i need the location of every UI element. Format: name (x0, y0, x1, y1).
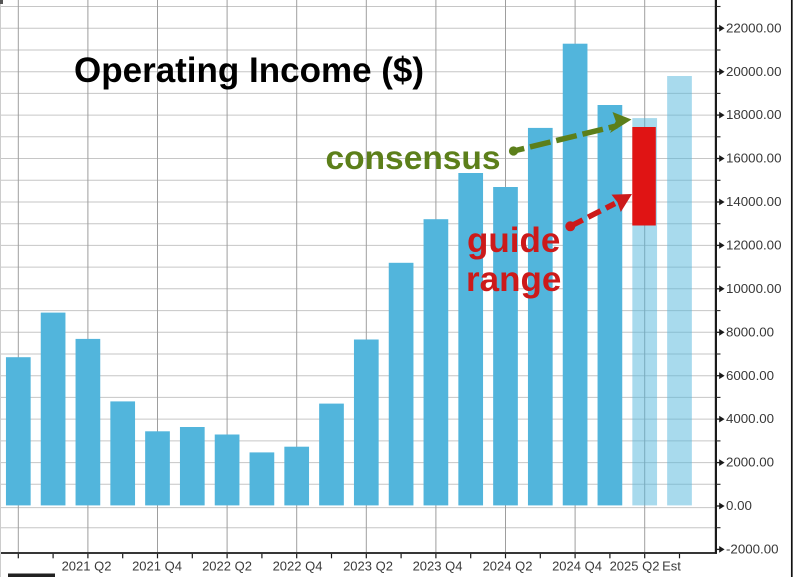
svg-text:Est: Est (662, 559, 681, 574)
svg-text:22000.00: 22000.00 (726, 20, 781, 35)
svg-text:2024 Q4: 2024 Q4 (552, 559, 602, 574)
svg-text:2021 Q2: 2021 Q2 (62, 559, 112, 574)
svg-text:4000.00: 4000.00 (726, 411, 774, 426)
svg-text:2025 Q2: 2025 Q2 (610, 559, 660, 574)
svg-text:Operating Income ($): Operating Income ($) (74, 51, 424, 90)
svg-text:2000.00: 2000.00 (726, 455, 774, 470)
svg-text:20000.00: 20000.00 (726, 64, 781, 79)
svg-text:18000.00: 18000.00 (726, 107, 781, 122)
svg-text:6000.00: 6000.00 (726, 368, 774, 383)
svg-text:consensus: consensus (326, 140, 501, 177)
svg-text:range: range (466, 260, 561, 299)
svg-text:2022 Q4: 2022 Q4 (273, 559, 323, 574)
svg-text:2021 Q4: 2021 Q4 (132, 559, 182, 574)
svg-text:0.00: 0.00 (726, 498, 752, 513)
svg-text:2022 Q2: 2022 Q2 (202, 559, 252, 574)
svg-text:14000.00: 14000.00 (726, 194, 781, 209)
svg-text:16000.00: 16000.00 (726, 151, 781, 166)
svg-text:8000.00: 8000.00 (726, 324, 774, 339)
svg-text:10000.00: 10000.00 (726, 281, 781, 296)
svg-text:guide: guide (467, 221, 560, 260)
svg-text:2023 Q2: 2023 Q2 (343, 559, 393, 574)
svg-text:2023 Q4: 2023 Q4 (413, 559, 463, 574)
svg-text:-2000.00: -2000.00 (726, 542, 779, 557)
svg-text:12000.00: 12000.00 (726, 238, 781, 253)
svg-text:2024 Q2: 2024 Q2 (483, 559, 533, 574)
